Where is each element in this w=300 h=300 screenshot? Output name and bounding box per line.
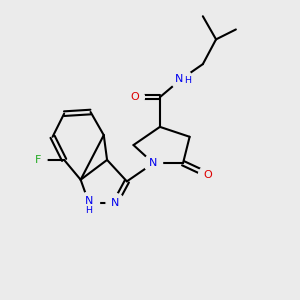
Text: N: N	[175, 74, 183, 84]
Text: H: H	[85, 206, 92, 214]
Text: N: N	[149, 158, 158, 168]
Circle shape	[171, 68, 192, 90]
Circle shape	[144, 154, 163, 172]
Text: N: N	[111, 198, 119, 208]
Text: H: H	[184, 76, 191, 85]
Circle shape	[78, 192, 100, 213]
Circle shape	[126, 88, 144, 106]
Circle shape	[28, 151, 47, 169]
Circle shape	[199, 166, 217, 184]
Text: N: N	[85, 196, 93, 206]
Text: O: O	[131, 92, 140, 102]
Text: O: O	[203, 170, 212, 180]
Circle shape	[106, 194, 124, 212]
Text: F: F	[34, 155, 41, 165]
